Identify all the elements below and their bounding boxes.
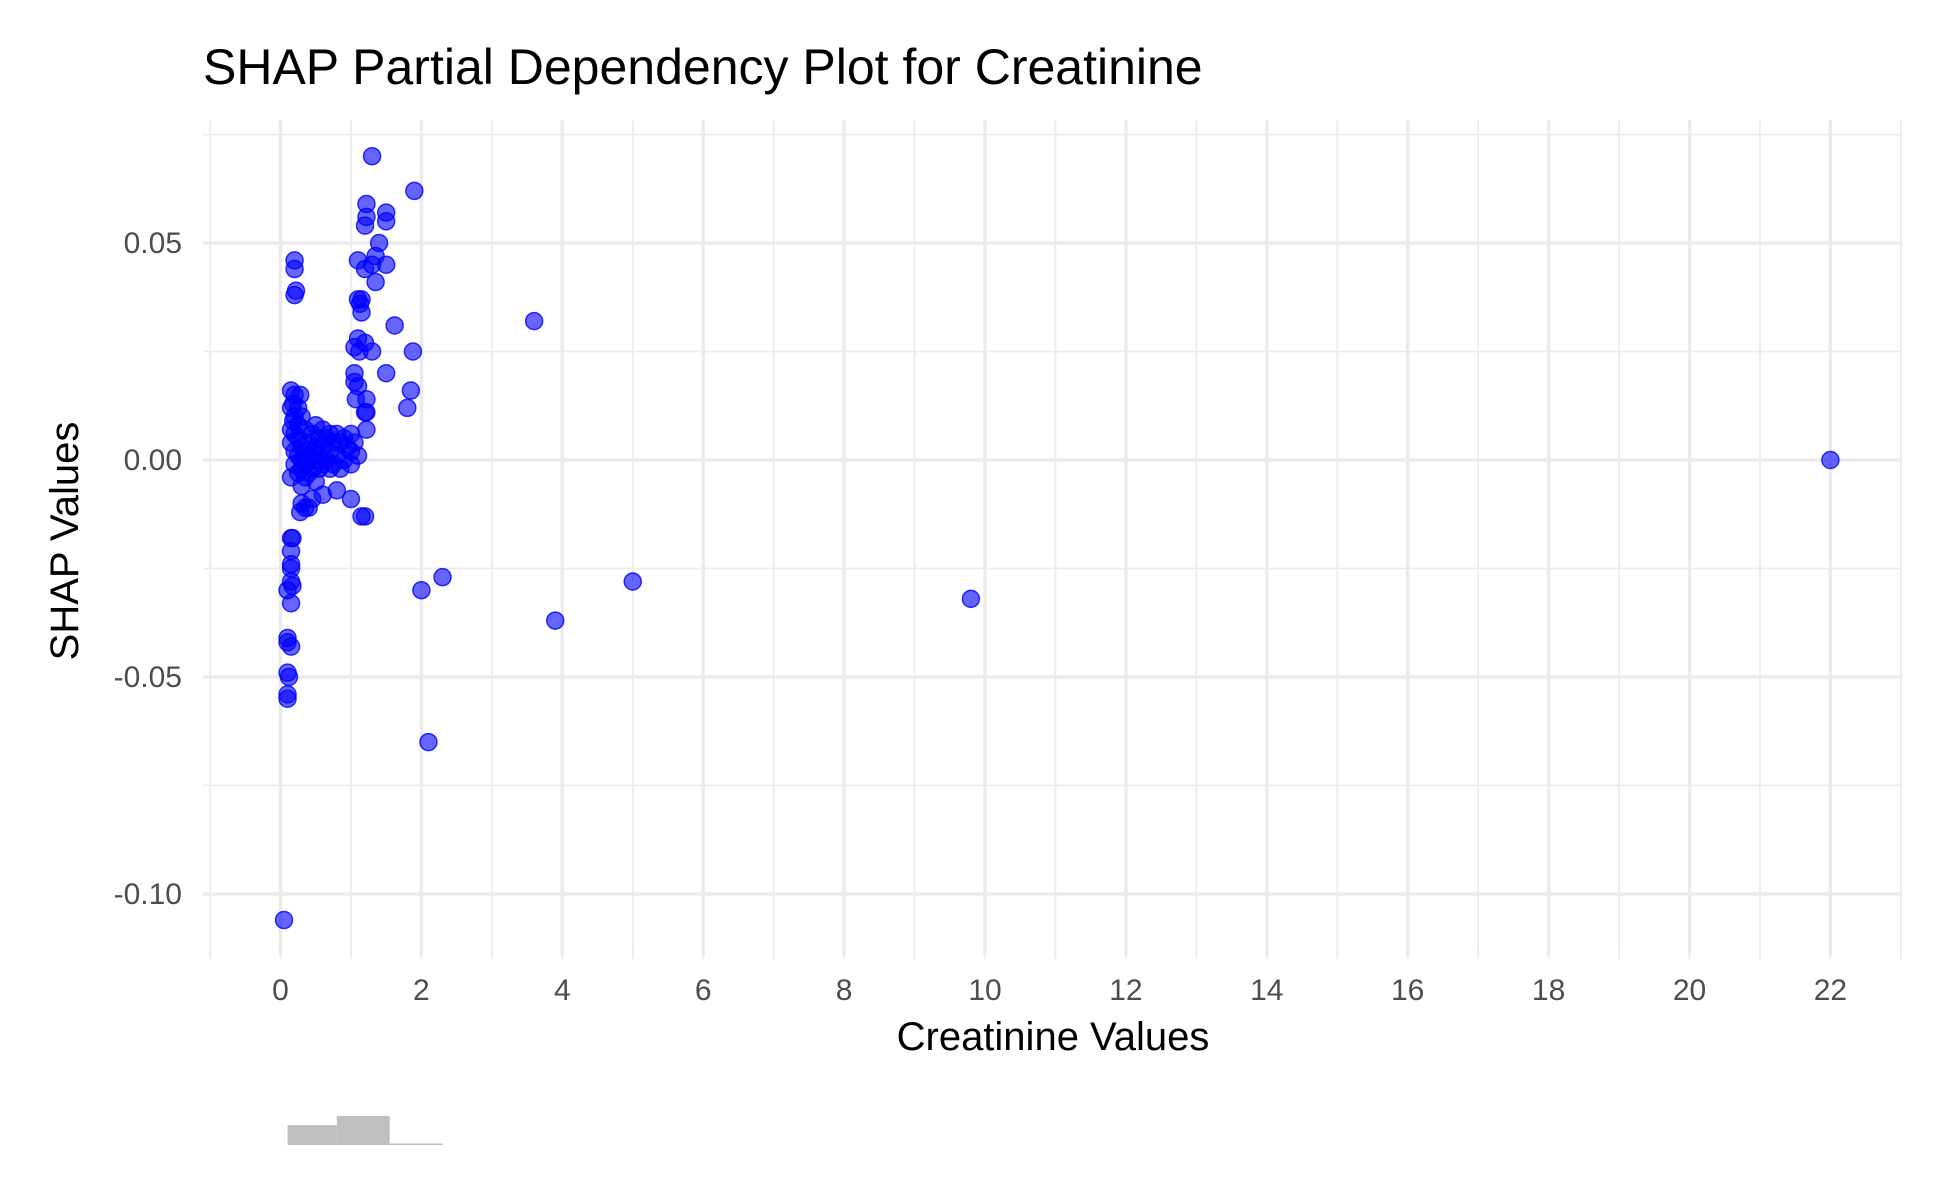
x-tick-label: 10 (968, 974, 1001, 1007)
y-tick-label: 0.00 (124, 444, 182, 477)
grid-lines (203, 120, 1902, 959)
y-tick-label: -0.10 (114, 878, 182, 911)
x-tick-label: 20 (1673, 974, 1706, 1007)
data-point (419, 732, 438, 752)
marginal-histogram (287, 1115, 443, 1145)
data-point (281, 593, 301, 613)
data-point (327, 481, 347, 500)
x-tick-label: 18 (1532, 974, 1565, 1007)
chart-title: SHAP Partial Dependency Plot for Creatin… (203, 39, 1203, 95)
x-tick-label: 2 (413, 974, 430, 1007)
x-tick-label: 6 (695, 974, 712, 1007)
x-tick-label: 14 (1250, 974, 1283, 1007)
data-point (341, 489, 361, 509)
data-point (376, 363, 396, 383)
data-point (278, 689, 297, 708)
data-point (623, 572, 642, 591)
x-tick-label: 8 (836, 974, 853, 1007)
y-axis-title: SHAP Values (43, 422, 87, 661)
data-point (366, 272, 385, 292)
data-point (285, 259, 304, 279)
data-point (385, 316, 404, 335)
y-tick-label: 0.05 (124, 227, 182, 260)
data-point (1821, 450, 1840, 470)
data-point (403, 342, 423, 361)
histogram-bar (336, 1115, 390, 1145)
x-tick-label: 16 (1391, 974, 1424, 1007)
data-point (357, 403, 376, 422)
tick-labels: 0 2 4 6 8 10 12 14 16 18 20 22 -0.10 -0.05 0.00 0.05 (114, 227, 1847, 1007)
data-point (320, 459, 340, 478)
histogram-bar (287, 1125, 337, 1145)
histogram-bar (389, 1143, 443, 1145)
data-point (362, 342, 382, 361)
data-point (279, 667, 299, 687)
data-point (355, 259, 375, 279)
x-tick-label: 22 (1814, 974, 1847, 1007)
data-point (355, 216, 375, 235)
data-point (281, 637, 301, 656)
data-point (352, 303, 371, 322)
x-tick-label: 0 (272, 974, 289, 1007)
data-point (357, 420, 376, 439)
x-tick-label: 4 (554, 974, 571, 1007)
data-point (546, 611, 565, 630)
data-point (352, 507, 371, 526)
data-point (290, 502, 310, 522)
data-point (405, 181, 424, 201)
x-axis-title: Creatinine Values (897, 1015, 1210, 1059)
data-point (433, 567, 452, 587)
data-point (376, 212, 396, 231)
data-point (362, 146, 382, 166)
data-point (274, 910, 294, 930)
x-tick-label: 12 (1109, 974, 1142, 1007)
data-point (398, 398, 417, 418)
y-tick-label: -0.05 (114, 661, 182, 694)
data-point (412, 580, 431, 600)
data-point (285, 285, 304, 305)
data-points (274, 146, 1840, 930)
data-point (961, 589, 981, 609)
data-point (401, 381, 421, 400)
data-point (524, 311, 544, 331)
